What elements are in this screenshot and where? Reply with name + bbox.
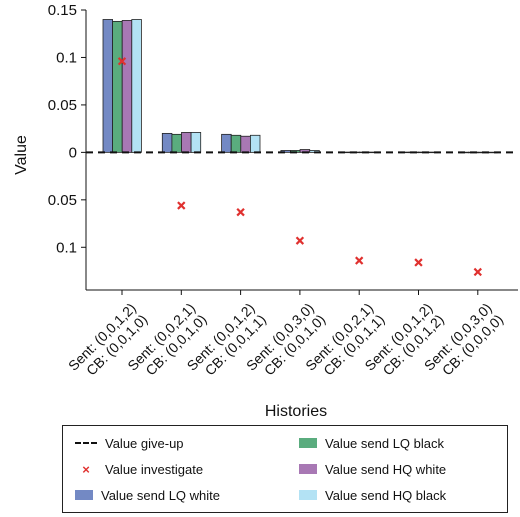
- legend-label: Value send LQ white: [101, 487, 220, 503]
- bar: [161, 132, 173, 153]
- legend-item-lq-white: Value send LQ white: [75, 486, 220, 504]
- x-axis-label: Histories: [265, 403, 327, 420]
- legend-item-hq-black: Value send HQ black: [299, 486, 446, 504]
- bar: [121, 20, 133, 153]
- legend-item-investigate: × Value investigate: [75, 460, 203, 478]
- investigate-marker: [355, 256, 364, 265]
- y-tick-label: 0.15: [48, 2, 77, 19]
- legend-label: Value send HQ white: [325, 461, 447, 477]
- investigate-marker: [414, 258, 423, 267]
- color-swatch-icon: [299, 490, 317, 500]
- investigate-marker: [177, 201, 186, 210]
- bar: [221, 133, 232, 153]
- legend-item-give-up: Value give-up: [75, 434, 184, 452]
- x-tick-label: Sent: (0,0,1,2)CB: (0,0,1,0): [65, 300, 150, 385]
- legend-item-lq-black: Value send LQ black: [299, 434, 444, 452]
- y-tick-label: 0.05: [48, 97, 77, 114]
- investigate-marker: [295, 236, 305, 245]
- legend: Value give-up × Value investigate Value …: [62, 425, 508, 513]
- legend-label: Value give-up: [105, 435, 184, 451]
- legend-label: Value investigate: [105, 461, 204, 477]
- bar: [171, 133, 182, 153]
- bar: [181, 132, 192, 153]
- bar: [249, 134, 261, 153]
- bar: [102, 19, 114, 153]
- dash-line-icon: [75, 442, 97, 444]
- y-tick-label: 0: [69, 144, 77, 161]
- bar: [240, 135, 251, 153]
- bar: [230, 134, 242, 153]
- legend-label: Value send LQ black: [325, 435, 444, 451]
- y-axis-label: Value: [13, 135, 30, 175]
- cross-marker-icon: ×: [82, 461, 90, 477]
- color-swatch-icon: [75, 490, 93, 500]
- investigate-marker: [117, 57, 127, 66]
- bar: [112, 20, 123, 153]
- color-swatch-icon: [299, 438, 317, 448]
- legend-label: Value send HQ black: [325, 487, 447, 503]
- bar: [131, 19, 142, 153]
- bar: [190, 132, 202, 153]
- investigate-marker: [473, 267, 482, 277]
- color-swatch-icon: [299, 464, 317, 474]
- y-tick-label: 0.05: [48, 192, 77, 209]
- y-tick-label: 0.1: [56, 239, 77, 256]
- investigate-marker: [236, 207, 245, 217]
- y-tick-label: 0.1: [56, 49, 77, 66]
- legend-item-hq-white: Value send HQ white: [299, 460, 446, 478]
